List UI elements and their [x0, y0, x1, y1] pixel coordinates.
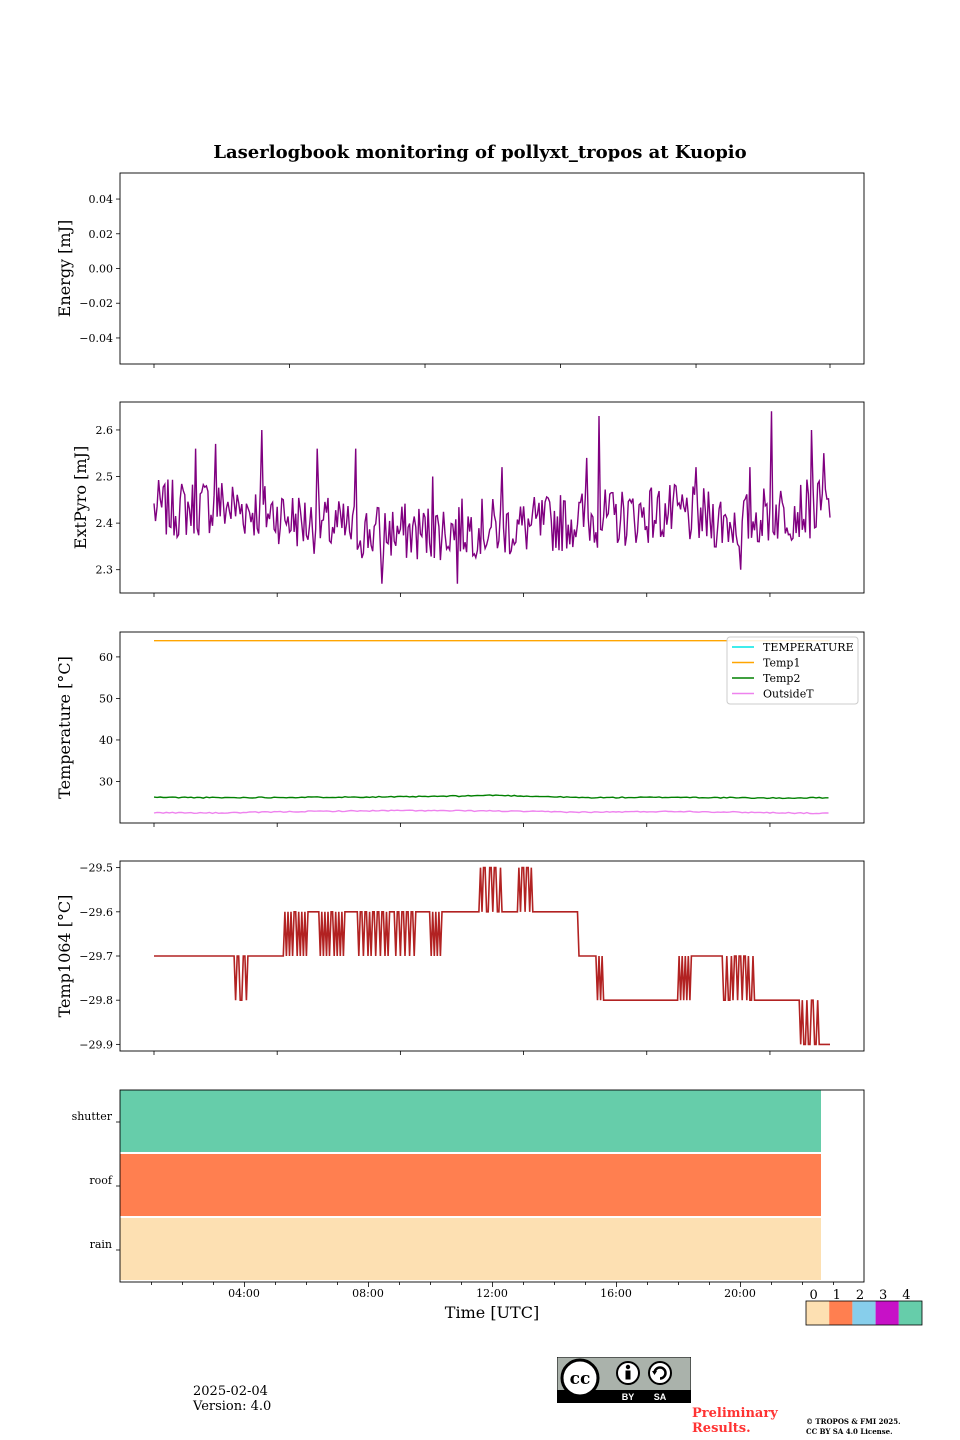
- y-tick-label: −0.04: [79, 332, 113, 345]
- cc-icon: cc: [570, 1369, 591, 1389]
- colorbar-label: 0: [809, 1288, 817, 1303]
- row-label-shutter: shutter: [72, 1110, 113, 1123]
- y-tick-label: 30: [99, 775, 113, 788]
- y-tick-label: 0.00: [89, 263, 114, 276]
- axes-frame: [119, 1089, 865, 1283]
- y-tick-label: 2.6: [96, 424, 114, 437]
- sa-label: SA: [654, 1392, 667, 1402]
- colorbar-label: 3: [879, 1288, 887, 1303]
- y-axis-label: ExtPyro [mJ]: [71, 446, 90, 549]
- copyright-line-1: © TROPOS & FMI 2025.: [806, 1417, 901, 1426]
- figure-title: Laserlogbook monitoring of pollyxt_tropo…: [213, 142, 746, 163]
- y-tick-label: 0.02: [89, 228, 114, 241]
- copyright-line-2: CC BY SA 4.0 License.: [806, 1427, 893, 1436]
- preliminary-note: Preliminary Results.: [692, 1406, 778, 1436]
- y-tick-label: 2.4: [96, 517, 114, 530]
- temp1064-line: [154, 866, 830, 1046]
- y-tick-label: −29.9: [79, 1038, 113, 1051]
- panel-temperature: 30 40 50 60 Temperature [°C] TEMPERATURE Temp1…: [55, 631, 865, 827]
- copyright-note: © TROPOS & FMI 2025. CC BY SA 4.0 Licens…: [806, 1417, 901, 1437]
- y-tick-label: −29.8: [79, 994, 113, 1007]
- panel-extpyro: 2.3 2.4 2.5 2.6 ExtPyro [mJ]: [71, 401, 865, 597]
- y-tick-label: 2.3: [96, 564, 114, 577]
- series-outsidet-line: [153, 809, 829, 815]
- x-axis-label: Time [UTC]: [445, 1303, 539, 1322]
- row-label-rain: rain: [90, 1238, 112, 1251]
- x-tick-label: 20:00: [724, 1287, 756, 1300]
- y-tick-label: −29.6: [79, 906, 113, 919]
- date-label: 2025-02-04: [193, 1384, 268, 1399]
- panel-energy: −0.04 −0.02 0.00 0.02 0.04 Energy [mJ]: [55, 172, 865, 368]
- x-tick-label: 08:00: [352, 1287, 384, 1300]
- colorbar-cell-0: [806, 1301, 830, 1325]
- y-tick-label: −29.5: [79, 862, 113, 875]
- version-label: Version: 4.0: [193, 1399, 272, 1414]
- preliminary-line-1: Preliminary: [692, 1406, 778, 1421]
- y-tick-label: 40: [99, 734, 113, 747]
- colorbar-cell-4: [898, 1301, 922, 1325]
- sa-share-icon: [648, 1361, 672, 1385]
- colorbar-cell-1: [829, 1301, 853, 1325]
- y-tick-label: 2.5: [96, 471, 114, 484]
- x-tick-label: 04:00: [228, 1287, 260, 1300]
- legend-label: Temp1: [763, 657, 800, 670]
- legend: TEMPERATURE Temp1 Temp2 OutsideT: [726, 636, 859, 705]
- y-axis-label: Energy [mJ]: [55, 220, 74, 318]
- colorbar-label: 4: [902, 1288, 910, 1303]
- legend-label: TEMPERATURE: [763, 641, 854, 654]
- axes-frame: [119, 172, 865, 365]
- y-tick-label: −29.7: [79, 950, 113, 963]
- extpyro-line: [153, 411, 831, 584]
- preliminary-line-2: Results.: [692, 1421, 751, 1436]
- legend-label: Temp2: [763, 672, 800, 685]
- colorbar-frame: [805, 1300, 923, 1326]
- colorbar-label: 1: [833, 1288, 841, 1303]
- status-row-roof: [120, 1154, 821, 1216]
- y-tick-label: 0.04: [89, 193, 114, 206]
- y-tick-label: 50: [99, 692, 113, 705]
- series-temp2-line: [153, 794, 829, 800]
- colorbar-cell-3: [875, 1301, 899, 1325]
- panel-temp1064: −29.9 −29.8 −29.7 −29.6 −29.5 Temp1064 [°C]: [55, 860, 865, 1055]
- y-axis-label: Temp1064 [°C]: [55, 895, 74, 1018]
- x-tick-label: 12:00: [476, 1287, 508, 1300]
- y-axis-label: Temperature [°C]: [55, 656, 74, 799]
- colorbar-cell-2: [852, 1301, 876, 1325]
- row-label-roof: roof: [89, 1174, 113, 1187]
- by-label: BY: [622, 1392, 635, 1402]
- status-row-shutter: [120, 1090, 821, 1152]
- x-tick-label: 16:00: [600, 1287, 632, 1300]
- status-row-rain: [120, 1218, 821, 1280]
- y-tick-label: 60: [99, 651, 113, 664]
- panel-status: shutter roof rain 04:00 08:00 12:00 16:00 20:00…: [72, 1089, 865, 1322]
- y-tick-label: −0.02: [79, 297, 113, 310]
- legend-label: OutsideT: [763, 688, 814, 701]
- legend-box: [726, 636, 859, 705]
- axes-frame: [119, 401, 865, 594]
- axes-frame: [119, 631, 865, 824]
- footer-date-version: 2025-02-04 Version: 4.0: [193, 1384, 271, 1414]
- cc-by-sa-logo: cc BY SA: [557, 1357, 691, 1403]
- colorbar-label: 2: [856, 1288, 864, 1303]
